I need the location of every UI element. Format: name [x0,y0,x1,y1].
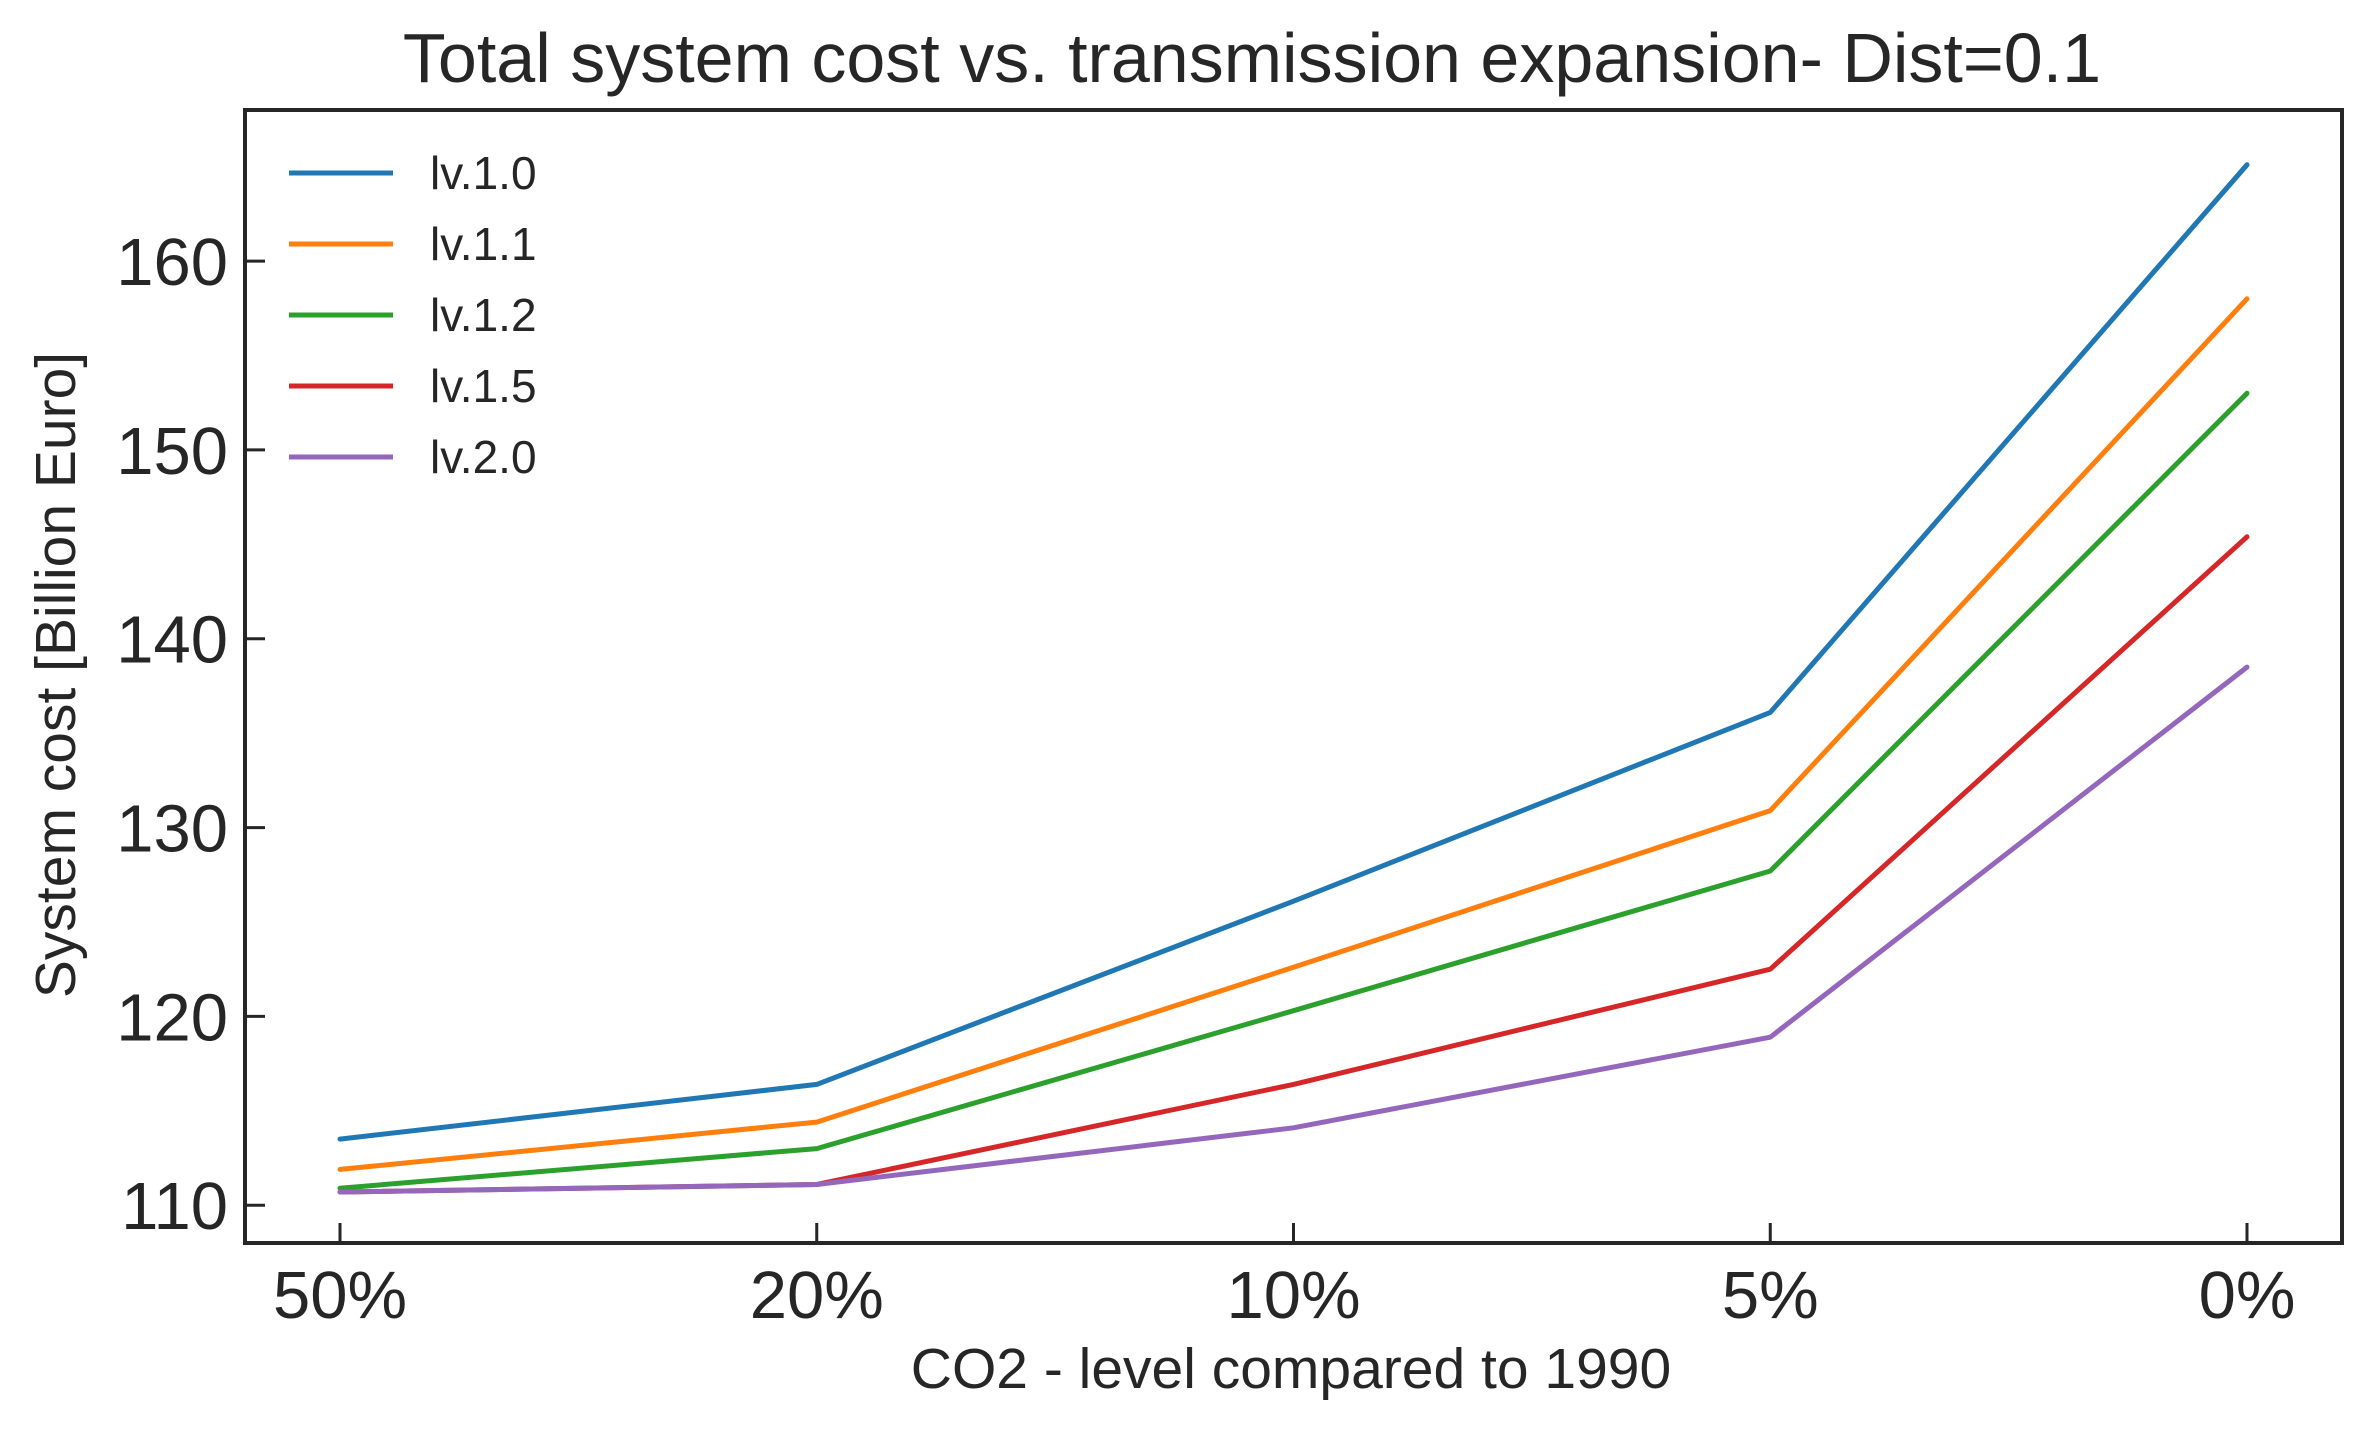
x-tick-label: 10% [1226,1258,1360,1333]
x-tick-label: 50% [273,1258,407,1333]
y-axis-label: System cost [Billion Euro] [24,352,88,998]
chart-title: Total system cost vs. transmission expan… [403,19,2101,97]
y-tick-label: 150 [116,414,228,489]
x-tick-label: 0% [2199,1258,2296,1333]
y-tick-label: 140 [116,603,228,678]
legend-label-lv.1.5: lv.1.5 [430,360,537,412]
y-tick-label: 120 [116,980,228,1055]
series-lines [337,162,2250,1195]
series-line-lv.1.1 [337,296,2250,1172]
x-tick-label: 20% [750,1258,884,1333]
legend-label-lv.1.1: lv.1.1 [430,218,537,270]
legend: lv.1.0 lv.1.1 lv.1.2 lv.1.5 lv.2.0 [289,147,537,483]
legend-label-lv.1.2: lv.1.2 [430,289,537,341]
x-axis-label: CO2 - level compared to 1990 [911,1337,1671,1401]
y-tick-label: 110 [121,1169,228,1244]
y-tick-label: 130 [116,792,228,867]
series-line-lv.1.0 [337,162,2250,1142]
legend-label-lv.1.0: lv.1.0 [430,147,537,199]
series-line-lv.2.0 [337,664,2250,1195]
x-tick-label: 5% [1722,1258,1819,1333]
series-line-lv.1.2 [337,390,2250,1191]
x-axis: 50% 20% 10% 5% 0% [273,1223,2295,1333]
y-axis: 110 120 130 140 150 160 [116,225,265,1244]
y-tick-label: 160 [116,225,228,300]
legend-label-lv.2.0: lv.2.0 [430,431,537,483]
